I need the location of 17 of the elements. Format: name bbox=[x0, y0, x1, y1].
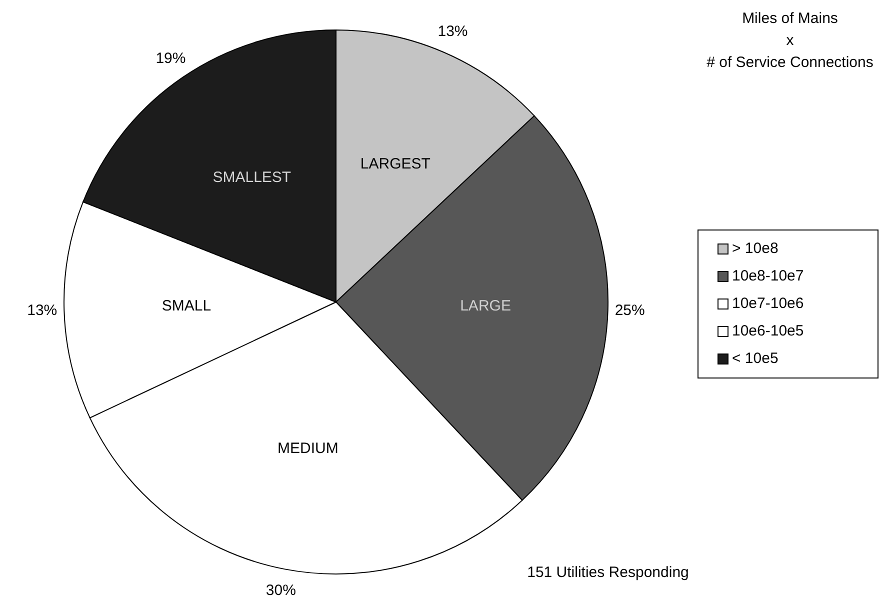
text: SMALLEST bbox=[212, 169, 292, 186]
data-label: 25% bbox=[614, 302, 645, 320]
legend-label: 10e7-10e6 bbox=[732, 294, 804, 312]
data-label: 13% bbox=[27, 302, 58, 320]
legend-label: 10e8-10e7 bbox=[732, 267, 804, 284]
chart-title: Miles of Mains x # of Service Connections bbox=[706, 10, 874, 71]
data-label: 30% bbox=[266, 582, 296, 599]
data-label: 13% bbox=[438, 23, 468, 40]
data-label: 19% bbox=[156, 50, 186, 67]
text: 151 Utilities Responding bbox=[527, 564, 689, 581]
legend-label: > 10e8 bbox=[732, 240, 778, 257]
text: SMALL bbox=[162, 298, 212, 315]
text: LARGEST bbox=[360, 156, 430, 173]
legend-label: < 10e5 bbox=[732, 350, 778, 367]
text: MEDIUM bbox=[278, 440, 338, 457]
text: LARGE bbox=[460, 298, 511, 315]
legend-label: 10e6-10e5 bbox=[732, 322, 804, 340]
